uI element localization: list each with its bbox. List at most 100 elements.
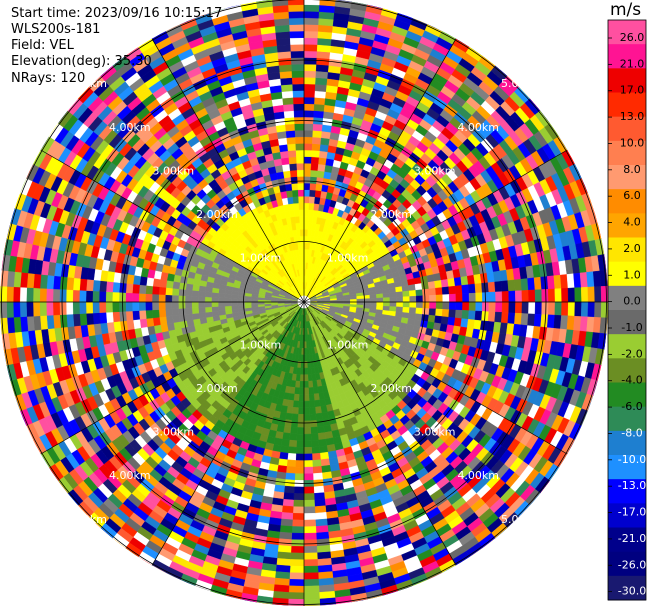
velocity-gate <box>309 182 317 191</box>
velocity-gate <box>292 512 305 521</box>
velocity-gate <box>204 301 212 308</box>
velocity-gate <box>310 433 319 441</box>
velocity-gate <box>316 538 330 547</box>
velocity-gate <box>553 274 562 290</box>
velocity-gate <box>132 283 140 294</box>
velocity-gate <box>296 440 305 448</box>
velocity-gate <box>66 313 75 328</box>
velocity-gate <box>369 297 377 303</box>
velocity-gate <box>112 311 121 323</box>
velocity-gate <box>217 305 226 312</box>
velocity-gate <box>462 293 470 303</box>
velocity-gate <box>32 287 41 303</box>
velocity-gate <box>244 304 252 309</box>
velocity-gate <box>335 0 353 2</box>
velocity-gate <box>26 301 34 317</box>
velocity-gate <box>303 149 313 158</box>
velocity-gate <box>507 312 516 325</box>
velocity-gate <box>280 518 293 527</box>
velocity-gate <box>276 558 291 567</box>
velocity-gate <box>292 400 300 408</box>
velocity-gate <box>290 545 305 554</box>
velocity-gate <box>244 301 252 306</box>
velocity-gate <box>145 285 154 295</box>
velocity-gate <box>303 63 317 72</box>
velocity-gate <box>514 290 523 303</box>
velocity-gate <box>105 281 114 293</box>
velocity-gate <box>303 407 311 415</box>
velocity-gate <box>198 301 206 308</box>
velocity-gate <box>508 301 516 314</box>
velocity-gate <box>146 317 155 328</box>
velocity-gate <box>317 163 326 172</box>
velocity-gate <box>145 301 153 311</box>
velocity-gate <box>65 301 74 315</box>
velocity-gate <box>310 169 319 178</box>
velocity-gate <box>211 306 219 312</box>
velocity-gate <box>547 288 556 303</box>
velocity-gate <box>303 50 318 59</box>
velocity-gate <box>521 301 529 315</box>
velocity-gate <box>553 314 562 330</box>
velocity-gate <box>158 286 167 295</box>
velocity-gate <box>422 301 430 309</box>
velocity-gate <box>303 433 312 442</box>
velocity-gate <box>307 380 314 389</box>
velocity-gate <box>494 311 503 323</box>
velocity-gate <box>311 156 320 165</box>
velocity-gate <box>315 412 323 421</box>
velocity-gate <box>303 374 309 382</box>
velocity-gate <box>171 287 180 296</box>
velocity-gate <box>303 572 319 580</box>
velocity-gate <box>308 393 315 402</box>
velocity-gate <box>429 301 437 310</box>
velocity-gate <box>303 539 318 547</box>
velocity-gate <box>468 301 477 312</box>
velocity-gate <box>448 285 457 295</box>
velocity-gate <box>447 316 456 327</box>
velocity-gate <box>285 466 296 474</box>
velocity-gate <box>303 453 313 461</box>
velocity-gate <box>500 280 509 292</box>
velocity-gate <box>303 24 319 32</box>
velocity-gate <box>318 445 329 454</box>
velocity-gate <box>303 394 310 402</box>
velocity-gate <box>303 440 312 448</box>
velocity-gate <box>59 288 67 303</box>
velocity-gate <box>303 222 309 230</box>
velocity-gate <box>204 296 212 303</box>
velocity-gate <box>343 299 351 303</box>
velocity-gate <box>308 196 316 204</box>
velocity-gate <box>289 426 298 435</box>
velocity-gate <box>303 341 307 349</box>
velocity-gate <box>291 526 305 534</box>
velocity-gate <box>501 291 510 303</box>
velocity-gate <box>402 301 410 308</box>
velocity-gate <box>541 301 549 316</box>
velocity-gate <box>289 559 305 567</box>
velocity-gate <box>171 301 179 310</box>
velocity-gate <box>312 472 323 481</box>
velocity-gate <box>158 301 166 310</box>
velocity-gate <box>461 284 470 294</box>
velocity-gate <box>311 446 321 455</box>
velocity-gate <box>224 305 232 311</box>
velocity-gate <box>415 301 424 309</box>
velocity-gate <box>389 296 397 303</box>
velocity-gate <box>402 306 410 314</box>
velocity-gate <box>85 290 94 303</box>
velocity-gate <box>303 110 315 118</box>
velocity-gate <box>508 290 516 303</box>
velocity-gate <box>303 96 315 105</box>
velocity-gate <box>574 287 582 303</box>
velocity-gate <box>321 411 329 420</box>
velocity-gate <box>428 287 437 296</box>
velocity-gate <box>312 466 323 474</box>
velocity-gate <box>316 50 331 60</box>
velocity-gate <box>165 287 173 296</box>
velocity-gate <box>278 451 289 460</box>
velocity-gate <box>567 287 576 303</box>
velocity-gate <box>46 274 55 290</box>
